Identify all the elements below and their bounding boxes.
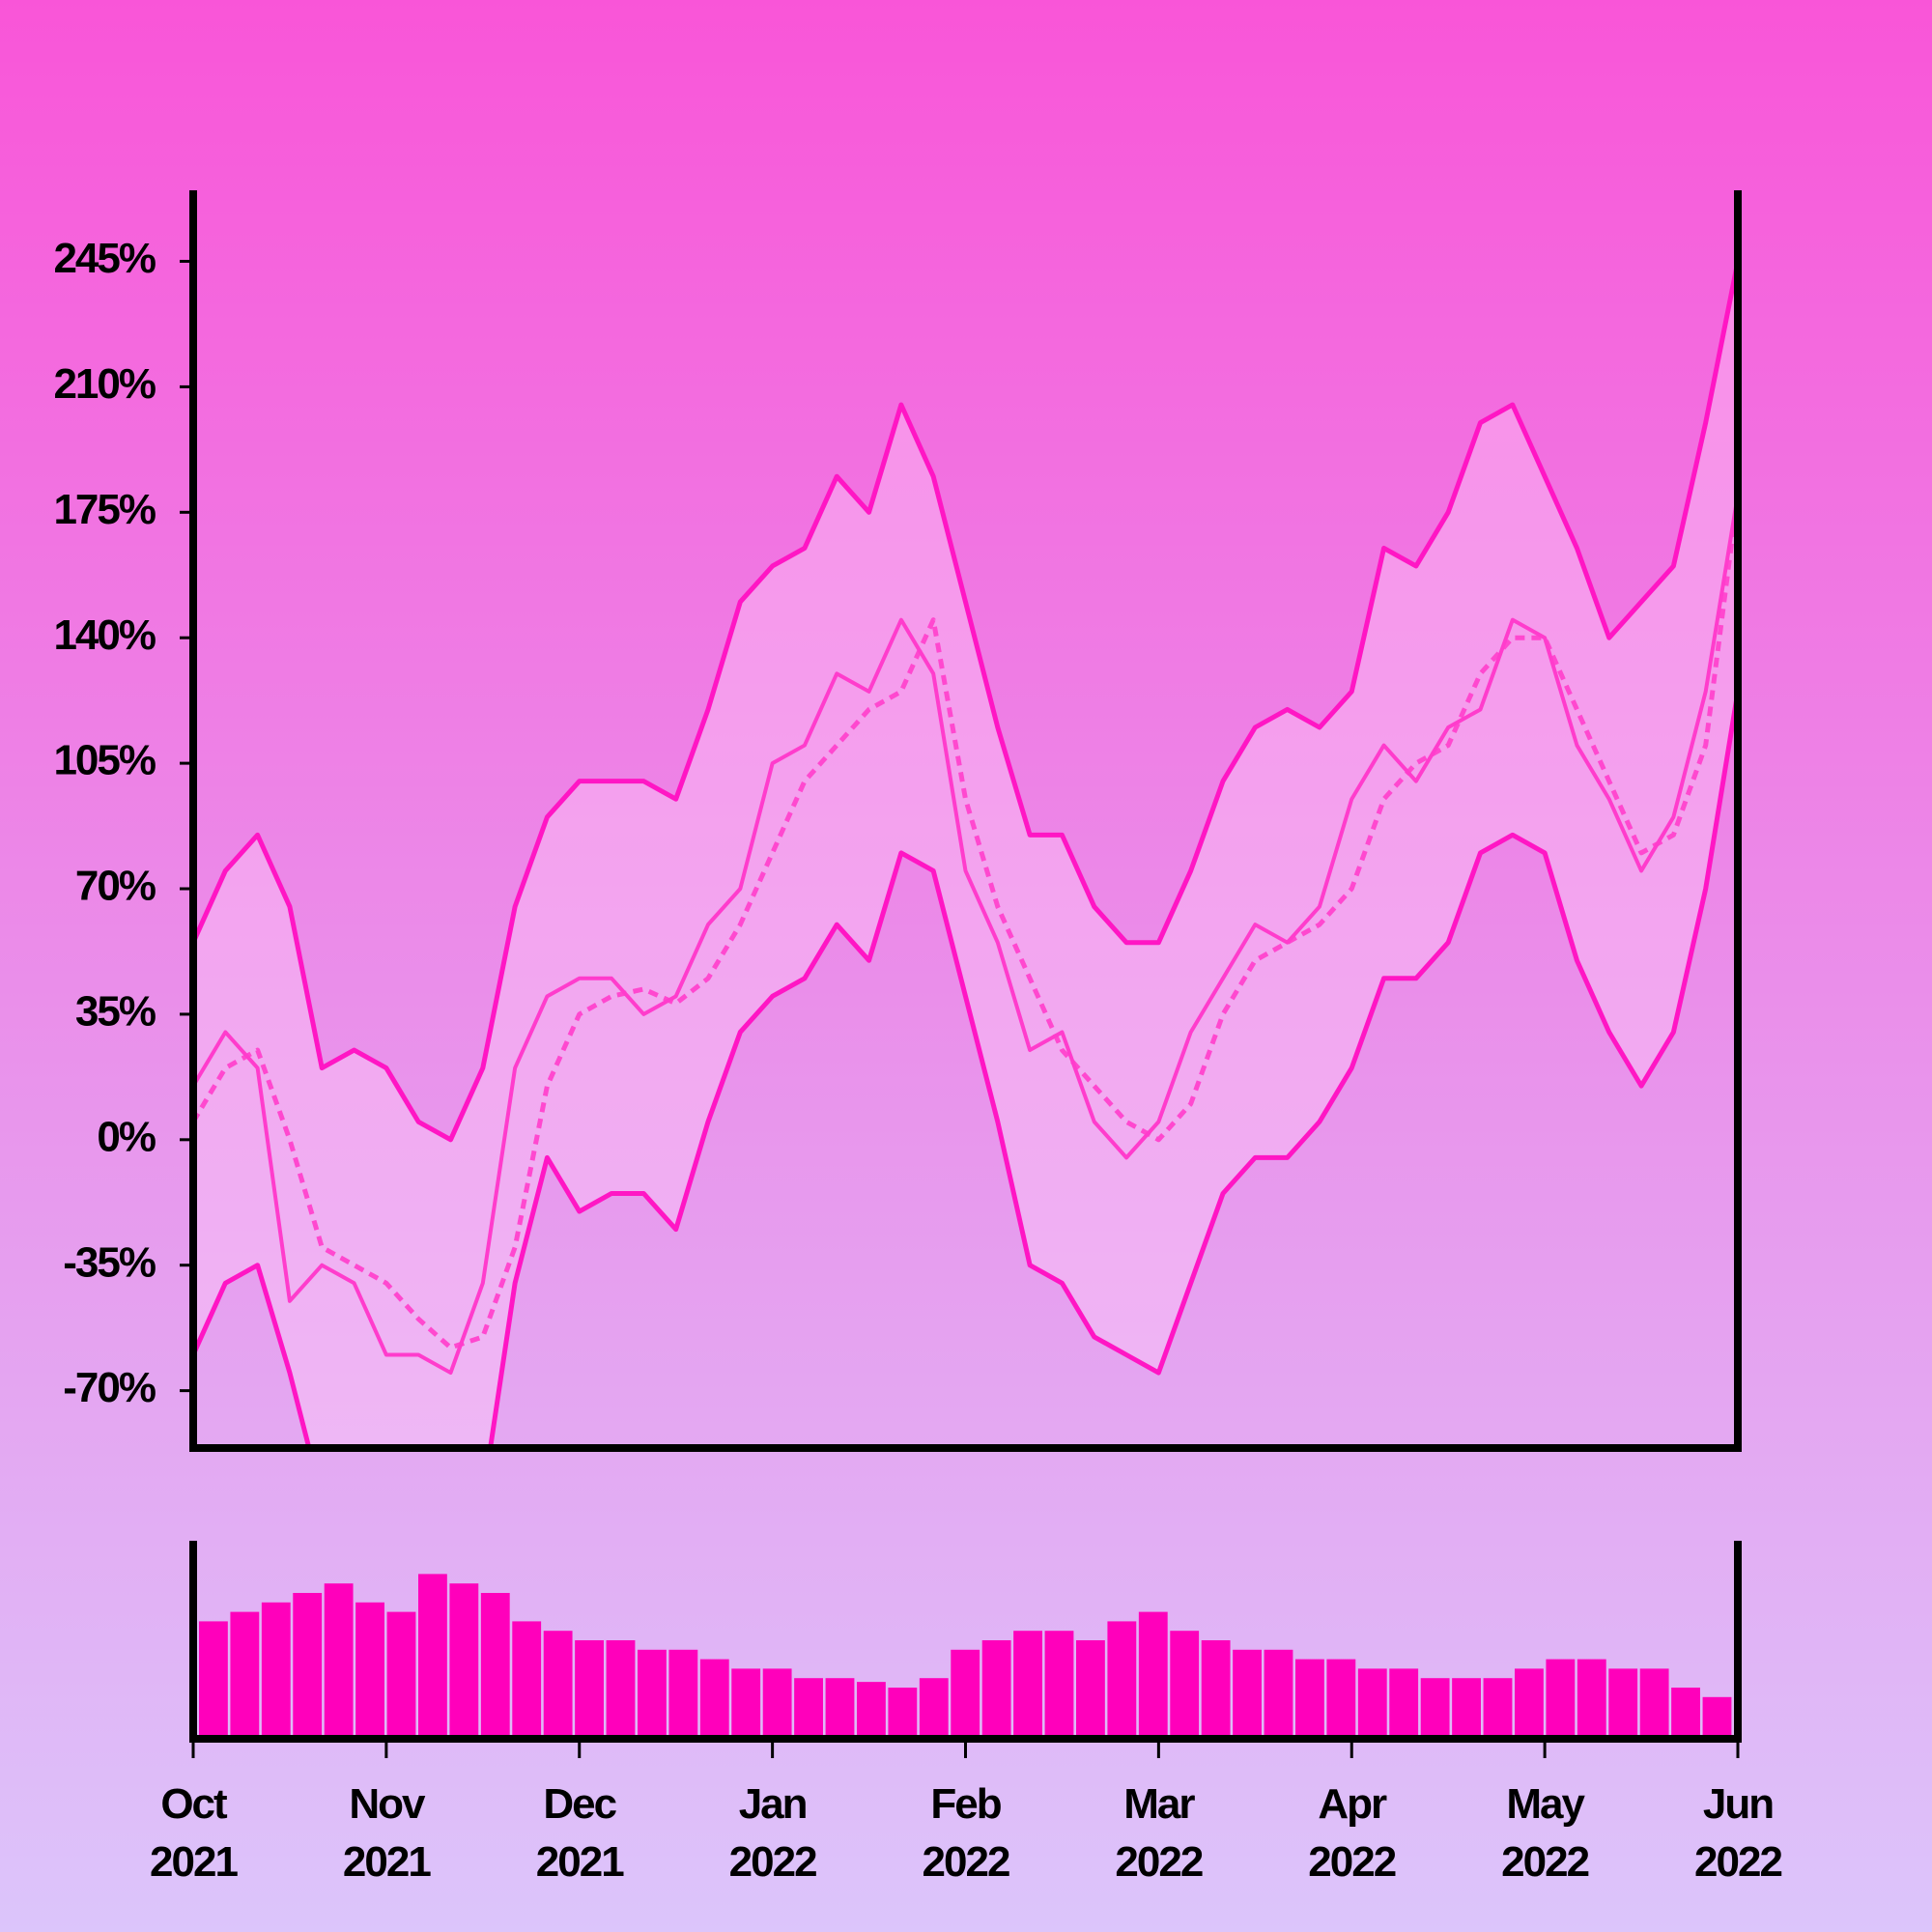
y-tick-label: -35% [63, 1238, 156, 1286]
x-tick-label: Jan 2022 [728, 1780, 818, 1886]
line-upper [193, 261, 1738, 1143]
volume-bar [261, 1602, 291, 1735]
volume-bar [449, 1583, 479, 1735]
volume-bar [699, 1659, 729, 1735]
y-tick-label: 35% [75, 988, 156, 1036]
volume-bar [1389, 1668, 1419, 1735]
volume-bar [355, 1602, 384, 1735]
volume-bar [919, 1678, 949, 1735]
volume-bar [575, 1640, 604, 1735]
volume-bar [1671, 1688, 1700, 1735]
plot-area [193, 261, 1738, 1448]
line-price [193, 494, 1738, 1376]
y-tick-label: 70% [75, 863, 156, 910]
volume-bar [638, 1649, 667, 1735]
volume-bar [1013, 1631, 1042, 1735]
y-tick-label: 210% [53, 360, 155, 408]
volume-bar [951, 1649, 980, 1735]
y-tick-label: 0% [97, 1113, 155, 1160]
x-tick-label: Dec 2021 [535, 1780, 625, 1886]
volume-bar [324, 1583, 354, 1735]
volume-bar [230, 1611, 260, 1735]
volume-bar [606, 1640, 636, 1735]
volume-bar [1170, 1631, 1200, 1735]
x-tick-label: Apr 2022 [1308, 1780, 1397, 1886]
volume-area [199, 1574, 1732, 1735]
volume-bar [1044, 1631, 1074, 1735]
volume-bar [1639, 1668, 1669, 1735]
volume-bar [888, 1688, 918, 1735]
volume-bar [1483, 1678, 1513, 1735]
volume-bar [1295, 1659, 1324, 1735]
y-tick-label: 140% [53, 611, 155, 659]
volume-bar [1452, 1678, 1481, 1735]
volume-bar [543, 1631, 573, 1735]
volume-bar [731, 1668, 761, 1735]
line-lower [193, 691, 1738, 1448]
volume-bar [1577, 1659, 1606, 1735]
volume-bar [386, 1611, 416, 1735]
volume-bar [1546, 1659, 1576, 1735]
volume-bar [794, 1678, 823, 1735]
volume-bar [1608, 1668, 1638, 1735]
volume-bar [293, 1593, 323, 1735]
x-tick-label: Jun 2022 [1694, 1780, 1783, 1886]
band-fill [193, 261, 1738, 1448]
volume-bar [1515, 1668, 1544, 1735]
volume-bar [1201, 1640, 1231, 1735]
y-tick-label: 245% [53, 235, 155, 282]
volume-bar [1357, 1668, 1387, 1735]
volume-bar [1233, 1649, 1262, 1735]
volume-bar [1326, 1659, 1356, 1735]
volume-bar [418, 1574, 447, 1735]
x-tick-label: Mar 2022 [1115, 1780, 1204, 1886]
volume-bar [480, 1593, 510, 1735]
volume-bar [825, 1678, 855, 1735]
volume-bar [1107, 1621, 1137, 1735]
volume-bar [668, 1649, 698, 1735]
volume-bar [857, 1682, 886, 1735]
volume-bar [762, 1668, 792, 1735]
volume-bar [1138, 1611, 1168, 1735]
volume-bar [512, 1621, 542, 1735]
volume-bar [1702, 1696, 1732, 1735]
y-tick-label: 105% [53, 737, 155, 784]
x-tick-label: Nov 2021 [342, 1780, 432, 1886]
volume-bar [1420, 1678, 1450, 1735]
x-tick-label: Oct 2021 [150, 1780, 239, 1886]
x-tick-label: Feb 2022 [922, 1780, 1011, 1886]
y-tick-label: 175% [53, 486, 155, 533]
x-tick-label: May 2022 [1501, 1780, 1590, 1886]
volume-bar [1264, 1649, 1293, 1735]
volume-bar [1076, 1640, 1105, 1735]
y-tick-label: -70% [63, 1364, 156, 1411]
volume-bar [981, 1640, 1011, 1735]
volume-bar [199, 1621, 228, 1735]
axes: -70% -35% 0% 35% 70% 105% 140% 175% 210% 245% [53, 190, 1742, 1758]
